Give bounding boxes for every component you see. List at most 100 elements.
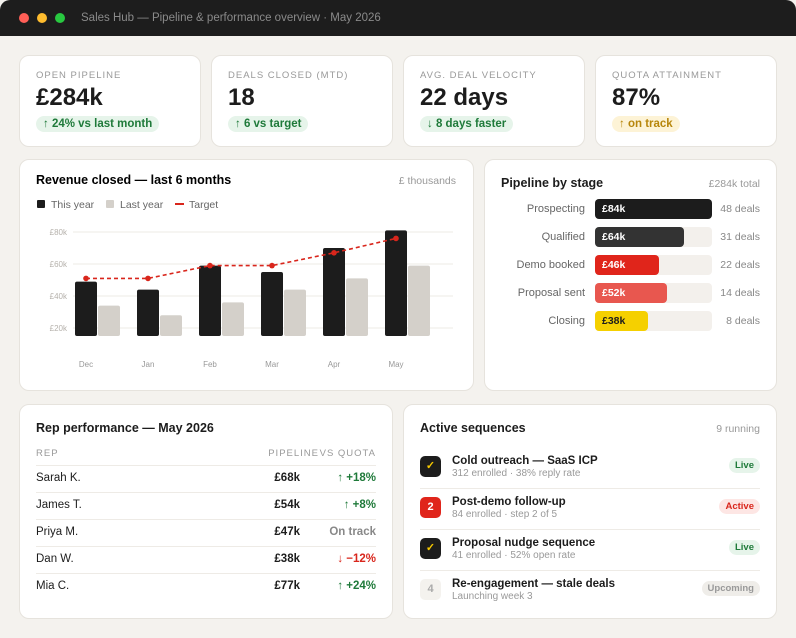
rep-card: Rep performance — May 2026 REP PIPELINE … xyxy=(19,404,393,619)
title-bar: Sales Hub — Pipeline & performance overv… xyxy=(0,0,796,36)
deal-count: 48 deals xyxy=(720,203,760,215)
rep-pipeline: £38k xyxy=(274,553,300,565)
legend-swatch xyxy=(37,200,45,208)
stage-value: £46k xyxy=(602,259,626,271)
sequence-icon: ✓ xyxy=(420,456,441,477)
sequence-icon: 4 xyxy=(420,579,441,600)
kpi-value: 18 xyxy=(228,84,255,111)
bar xyxy=(98,305,120,336)
target-point xyxy=(393,235,399,242)
sequence-meta: 41 enrolled · 52% open rate xyxy=(452,550,576,561)
status-badge: Live xyxy=(728,458,760,473)
chart-title: Revenue closed — last 6 months xyxy=(36,173,231,187)
stage-value: £64k xyxy=(602,231,626,243)
target-point xyxy=(269,262,275,269)
rep-quota: On track xyxy=(329,526,376,538)
kpi-value: 87% xyxy=(612,84,661,111)
y-tick-label: £60k xyxy=(50,260,68,269)
kpi-delta: ↑ on track xyxy=(612,116,680,132)
x-tick-label: Jan xyxy=(142,360,155,369)
sequence-icon: 2 xyxy=(420,497,441,518)
kpi-delta: ↑ 6 vs target xyxy=(228,116,309,132)
unit-note: £ thousands xyxy=(399,175,456,187)
card-title: Pipeline by stage xyxy=(501,176,604,190)
bar xyxy=(323,248,345,336)
sequence-meta: Launching week 3 xyxy=(452,591,533,602)
rep-quota: ↑ +18% xyxy=(337,472,376,484)
kpi-card: AVG. DEAL VELOCITY 22 days ↓ 8 days fast… xyxy=(403,55,585,147)
minimize-button[interactable] xyxy=(37,13,47,23)
kpi-label: DEALS CLOSED (MTD) xyxy=(228,70,349,81)
stage-bar xyxy=(595,255,660,275)
maximize-button[interactable] xyxy=(55,13,65,23)
kpi-card: QUOTA ATTAINMENT 87% ↑ on track xyxy=(595,55,777,147)
stage-name: Qualified xyxy=(541,231,585,243)
y-tick-label: £40k xyxy=(50,292,68,301)
stage-value: £52k xyxy=(602,287,626,299)
status-badge: Live xyxy=(728,540,760,555)
bar xyxy=(222,302,244,336)
kpi-value: £284k xyxy=(36,84,103,111)
sequence-icon: ✓ xyxy=(420,538,441,559)
kpi-label: QUOTA ATTAINMENT xyxy=(612,70,722,81)
sequence-name[interactable]: Cold outreach — SaaS ICP xyxy=(452,455,598,467)
target-point xyxy=(331,250,337,256)
revenue-card: Revenue closed — last 6 months £ thousan… xyxy=(19,159,474,391)
rep-pipeline: £68k xyxy=(274,472,300,484)
bar xyxy=(199,265,221,336)
stage-name: Prospecting xyxy=(526,203,585,215)
x-tick-label: Apr xyxy=(328,360,341,369)
kpi-card: DEALS CLOSED (MTD) 18 ↑ 6 vs target xyxy=(211,55,393,147)
y-tick-label: £20k xyxy=(50,324,68,333)
y-tick-label: £80k xyxy=(50,228,68,237)
bar xyxy=(75,281,97,336)
target-line xyxy=(86,237,397,280)
kpi-label: OPEN PIPELINE xyxy=(36,70,122,81)
sequence-meta: 84 enrolled · step 2 of 5 xyxy=(452,509,558,520)
kpi-label: AVG. DEAL VELOCITY xyxy=(420,70,537,81)
card-title: Active sequences xyxy=(420,421,526,435)
deal-count: 31 deals xyxy=(720,231,760,243)
bar xyxy=(160,315,182,336)
rep-pipeline: £54k xyxy=(274,499,300,511)
column-header: REP xyxy=(36,448,59,459)
x-tick-label: Mar xyxy=(265,360,279,369)
x-tick-label: Dec xyxy=(79,360,93,369)
kpi-card: OPEN PIPELINE £284k ↑ 24% vs last month xyxy=(19,55,201,147)
x-tick-label: Feb xyxy=(203,360,217,369)
sequence-name[interactable]: Re-engagement — stale deals xyxy=(452,578,615,590)
rep-quota: ↑ +24% xyxy=(337,580,376,592)
bar xyxy=(408,265,430,336)
stage-value: £38k xyxy=(602,315,626,327)
sequence-name[interactable]: Proposal nudge sequence xyxy=(452,537,596,549)
sequence-meta: 312 enrolled · 38% reply rate xyxy=(452,468,581,479)
rep-name: Mia C. xyxy=(36,580,70,592)
rep-name: Dan W. xyxy=(36,553,74,565)
sequence-count: 9 running xyxy=(716,423,760,435)
revenue-chart: Revenue closed — last 6 months £ thousan… xyxy=(36,173,456,369)
legend-label: This year xyxy=(51,199,95,211)
legend-label: Last year xyxy=(120,199,164,211)
pipeline-card: Pipeline by stage £284k total Prospectin… xyxy=(484,159,777,391)
stage-name: Demo booked xyxy=(516,259,586,271)
rep-name: Sarah K. xyxy=(36,472,81,484)
sequence-name[interactable]: Post-demo follow-up xyxy=(452,496,566,508)
status-badge: Upcoming xyxy=(701,581,760,596)
stage-name: Closing xyxy=(548,315,585,327)
deal-count: 8 deals xyxy=(726,315,760,327)
legend-swatch xyxy=(106,200,114,208)
rep-quota: ↑ +8% xyxy=(343,499,376,511)
close-button[interactable] xyxy=(19,13,29,23)
rep-quota: ↓ −12% xyxy=(337,553,376,565)
rep-pipeline: £47k xyxy=(274,526,300,538)
rep-name: Priya M. xyxy=(36,526,79,538)
bar xyxy=(385,230,407,336)
target-point xyxy=(83,275,89,282)
stage-bar xyxy=(595,199,712,219)
bar xyxy=(137,289,159,336)
bar xyxy=(261,272,283,336)
deal-count: 22 deals xyxy=(720,259,760,271)
stage-bar xyxy=(595,227,685,247)
bar xyxy=(346,278,368,336)
stage-bar xyxy=(595,311,648,331)
